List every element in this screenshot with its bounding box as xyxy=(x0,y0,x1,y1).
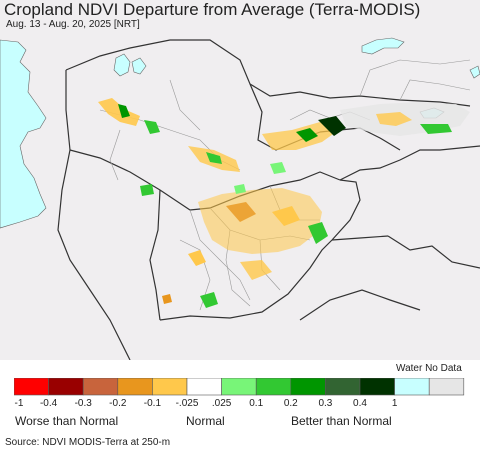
legend-better-label: Better than Normal xyxy=(291,414,392,428)
legend-swatch xyxy=(48,378,84,396)
legend-normal-label: Normal xyxy=(186,414,225,428)
caspian-sea xyxy=(0,39,47,229)
source-note: Source: NDVI MODIS-Terra at 250-m xyxy=(5,437,171,448)
legend-tick-label: 0.1 xyxy=(249,398,264,409)
aral-sea xyxy=(113,53,147,77)
legend-tick-label: .025 xyxy=(211,398,232,409)
legend-tick-label: 0.4 xyxy=(353,398,367,409)
crop-patches xyxy=(98,98,470,308)
legend-tick-label: -.025 xyxy=(175,398,199,409)
legend-swatch xyxy=(186,378,222,396)
legend-swatch xyxy=(117,378,153,396)
legend-tick-label: -0.4 xyxy=(39,398,58,409)
legend-swatch xyxy=(290,378,326,396)
legend-swatch xyxy=(255,378,292,396)
legend-worse-label: Worse than Normal xyxy=(15,414,119,428)
legend-no-data-label: Water No Data xyxy=(396,363,462,374)
legend-swatch xyxy=(359,378,395,396)
legend-swatch xyxy=(14,378,49,396)
legend-tick-label: -0.1 xyxy=(143,398,162,409)
map-subtitle: Aug. 13 - Aug. 20, 2025 [NRT] xyxy=(6,19,140,30)
legend-swatch xyxy=(325,378,361,396)
map-title: Cropland NDVI Departure from Average (Te… xyxy=(4,0,421,19)
legend-colorbar xyxy=(14,378,465,396)
legend-tick-label: -0.2 xyxy=(109,398,127,409)
map xyxy=(0,0,480,360)
legend-tick-label: -1 xyxy=(14,398,24,409)
legend-tick-label: 0.3 xyxy=(318,398,333,409)
legend-swatch xyxy=(82,378,119,396)
legend-swatch xyxy=(394,378,430,396)
legend-swatch xyxy=(221,378,257,396)
legend-tick-label: 1 xyxy=(391,398,398,409)
lake-small xyxy=(469,65,480,79)
lake-balkhash xyxy=(361,37,405,55)
legend-tick-label: -0.3 xyxy=(74,398,92,409)
legend-swatch xyxy=(152,378,188,396)
legend-swatch xyxy=(428,378,465,396)
legend-tick-label: 0.2 xyxy=(283,398,298,409)
